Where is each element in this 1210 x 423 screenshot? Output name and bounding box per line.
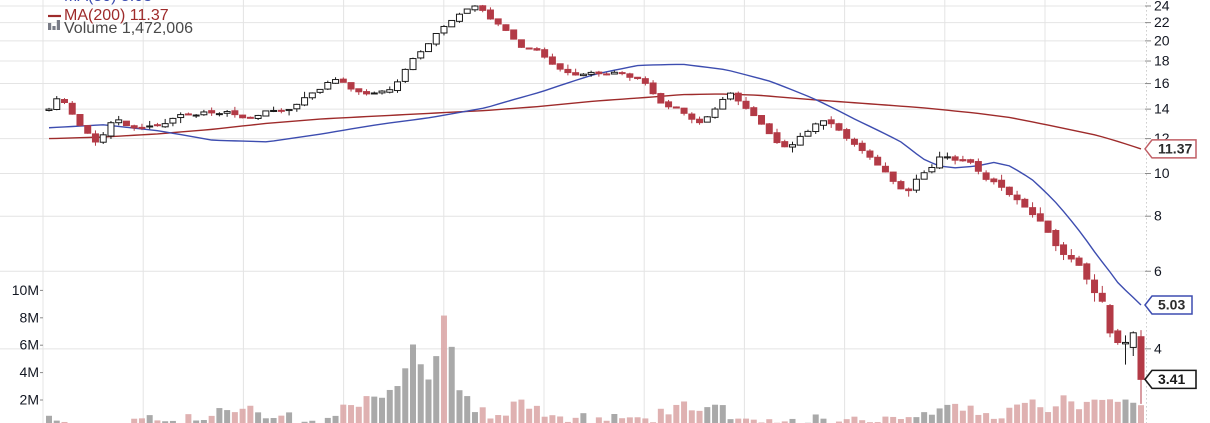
svg-text:11.37: 11.37	[1158, 140, 1192, 156]
svg-text:16: 16	[1154, 75, 1170, 91]
svg-text:8: 8	[1154, 208, 1162, 224]
svg-text:10: 10	[1154, 165, 1170, 181]
svg-text:20: 20	[1154, 32, 1170, 48]
svg-text:3.41: 3.41	[1158, 371, 1185, 387]
svg-text:4: 4	[1154, 340, 1162, 356]
svg-text:14: 14	[1154, 101, 1170, 117]
svg-text:MA(50) 5.03: MA(50) 5.03	[64, 0, 152, 5]
svg-text:5.03: 5.03	[1158, 296, 1185, 312]
svg-text:6: 6	[1154, 263, 1162, 279]
svg-text:2M: 2M	[20, 392, 39, 408]
svg-text:Volume 1,472,006: Volume 1,472,006	[64, 20, 193, 37]
svg-text:8M: 8M	[20, 309, 39, 325]
svg-text:10M: 10M	[12, 282, 39, 298]
svg-text:22: 22	[1154, 14, 1170, 30]
svg-text:24: 24	[1154, 0, 1170, 13]
svg-text:4M: 4M	[20, 364, 39, 380]
svg-text:18: 18	[1154, 53, 1170, 69]
svg-text:6M: 6M	[20, 337, 39, 353]
